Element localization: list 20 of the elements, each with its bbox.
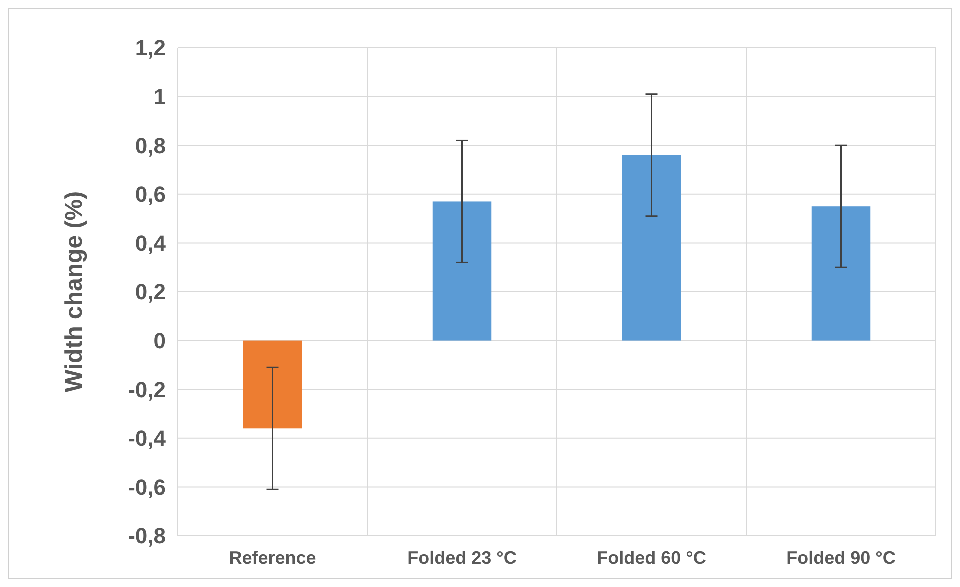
y-tick-label: 0	[154, 328, 166, 354]
bar	[432, 202, 492, 341]
x-tick-label: Folded 60 °C	[597, 548, 706, 568]
y-tick-label: 0,2	[135, 280, 166, 305]
bar	[243, 340, 302, 429]
bar	[622, 155, 682, 341]
y-axis-title: Width change (%)	[61, 191, 88, 393]
x-tick-label: Folded 90 °C	[786, 548, 896, 568]
y-tick-label: 0,4	[135, 230, 167, 256]
y-tick-label: -0,2	[128, 377, 166, 402]
y-tick-label: 1	[154, 84, 166, 110]
y-tick-label: -0,8	[128, 524, 166, 549]
y-tick-label: -0,6	[128, 474, 166, 500]
y-tick-label: 0,6	[135, 182, 166, 208]
y-tick-label: -0,4	[128, 426, 167, 452]
y-tick-label: 0,8	[135, 133, 166, 158]
x-tick-label: Folded 23 °C	[408, 548, 517, 568]
x-tick-label: Reference	[229, 548, 316, 568]
bar	[812, 206, 871, 341]
y-tick-label: 1,2	[135, 36, 166, 61]
